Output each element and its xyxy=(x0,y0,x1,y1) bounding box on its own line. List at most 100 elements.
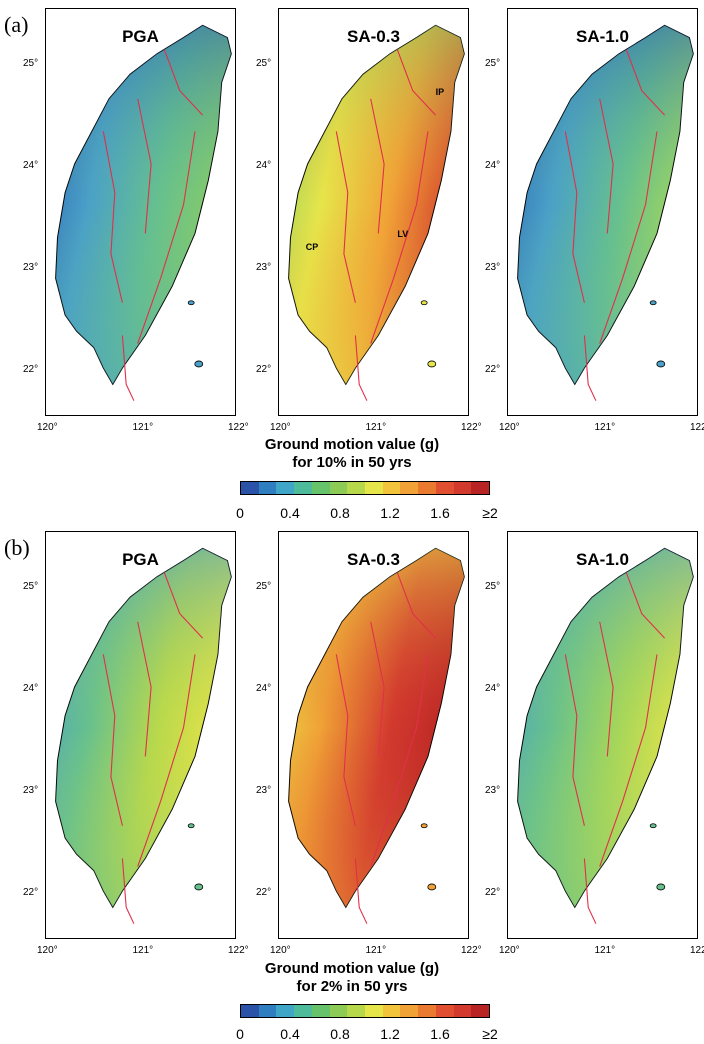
fault-line xyxy=(564,654,585,826)
map-title: SA-0.3 xyxy=(347,27,400,46)
latitude-tick: 23° xyxy=(485,262,501,273)
colorbar-tick: 0 xyxy=(236,1026,244,1042)
latitude-tick: 24° xyxy=(256,683,272,694)
fault-line xyxy=(163,572,204,639)
fault-line xyxy=(163,49,204,116)
colorbar-swatch xyxy=(382,1005,401,1017)
colorbar-swatch xyxy=(365,1005,383,1017)
longitude-tick: 120° xyxy=(270,422,291,433)
latitude-tick: 25° xyxy=(23,581,39,592)
hazard-map xyxy=(55,547,232,924)
colorbar-tick: 0 xyxy=(236,505,244,521)
colorbar xyxy=(240,481,490,495)
islet xyxy=(656,360,666,368)
fault-line xyxy=(121,858,135,924)
latitude-tick: 24° xyxy=(23,160,39,171)
colorbar-swatch xyxy=(418,482,436,494)
fault-line xyxy=(396,49,437,116)
colorbar-tick: 0.8 xyxy=(330,505,350,521)
colorbar-swatch xyxy=(241,1005,259,1017)
colorbar-swatch xyxy=(453,482,472,494)
latitude-tick: 23° xyxy=(256,785,272,796)
longitude-tick: 121° xyxy=(594,945,616,956)
colorbar xyxy=(240,1004,490,1018)
map-frame: PGA xyxy=(45,8,236,416)
hazard-map xyxy=(517,547,694,924)
fault-line xyxy=(583,335,597,401)
colorbar-swatch xyxy=(329,1005,348,1017)
colorbar-title-line2: for 2% in 50 yrs xyxy=(296,978,408,995)
fault-line xyxy=(102,131,123,303)
latitude-tick: 22° xyxy=(485,364,501,375)
latitude-tick: 22° xyxy=(256,887,272,898)
hazard-map xyxy=(288,24,465,401)
latitude-tick: 25° xyxy=(23,58,39,69)
longitude-tick: 121° xyxy=(132,945,154,956)
fault-line xyxy=(335,654,356,826)
longitude-tick: 120° xyxy=(37,945,58,956)
colorbar-swatch xyxy=(258,482,277,494)
latitude-tick: 23° xyxy=(23,785,39,796)
fault-line xyxy=(564,131,585,303)
colorbar-swatch xyxy=(347,482,366,494)
colorbar-tick: 1.2 xyxy=(380,505,400,521)
colorbar-tick: 0.4 xyxy=(280,1026,300,1042)
longitude-tick: 120° xyxy=(270,945,291,956)
longitude-tick: 120° xyxy=(499,945,520,956)
colorbar-swatch xyxy=(294,1005,312,1017)
map-title: SA-1.0 xyxy=(576,27,629,46)
longitude-tick: 122° xyxy=(228,945,249,956)
latitude-tick: 22° xyxy=(256,364,272,375)
latitude-tick: 23° xyxy=(485,785,501,796)
map-frame: SA-1.0 xyxy=(507,531,698,939)
region-annotation: CP xyxy=(305,241,319,252)
latitude-tick: 23° xyxy=(23,262,39,273)
hazard-map xyxy=(517,24,694,401)
panel-label: (b) xyxy=(4,535,30,560)
longitude-tick: 121° xyxy=(132,422,154,433)
fault-line xyxy=(625,49,666,116)
colorbar-swatch xyxy=(311,482,330,494)
map-title: PGA xyxy=(122,550,159,569)
region-annotation: LV xyxy=(397,229,409,240)
islet xyxy=(656,883,666,891)
hazard-map xyxy=(288,547,465,924)
latitude-tick: 24° xyxy=(23,683,39,694)
fault-line xyxy=(583,858,597,924)
latitude-tick: 25° xyxy=(256,58,272,69)
colorbar-swatch xyxy=(276,1005,295,1017)
longitude-tick: 121° xyxy=(365,422,387,433)
islet xyxy=(649,823,657,829)
longitude-tick: 121° xyxy=(365,945,387,956)
colorbar-swatch xyxy=(241,482,259,494)
latitude-tick: 24° xyxy=(485,683,501,694)
colorbar-swatch xyxy=(382,482,401,494)
colorbar-swatch xyxy=(276,482,295,494)
colorbar-swatch xyxy=(258,1005,277,1017)
colorbar-tick: ≥2 xyxy=(482,1026,498,1042)
colorbar-tick: 1.6 xyxy=(430,1026,450,1042)
colorbar-swatch xyxy=(435,482,454,494)
map-frame: SA-0.3 IP CP LV xyxy=(278,8,469,416)
latitude-tick: 22° xyxy=(23,364,39,375)
longitude-tick: 120° xyxy=(37,422,58,433)
colorbar-title-line1: Ground motion value (g) xyxy=(264,436,440,453)
map-frame: SA-0.3 xyxy=(278,531,469,939)
islet xyxy=(187,823,195,829)
fault-line xyxy=(354,335,368,401)
fault-line xyxy=(370,131,429,344)
fault-line xyxy=(121,335,135,401)
fault-line xyxy=(599,654,658,867)
islet xyxy=(194,360,204,368)
longitude-tick: 122° xyxy=(461,945,482,956)
islet xyxy=(420,823,428,829)
colorbar-tick: 0.8 xyxy=(330,1026,350,1042)
region-annotation: IP xyxy=(435,86,445,97)
longitude-tick: 121° xyxy=(594,422,616,433)
latitude-tick: 23° xyxy=(256,262,272,273)
colorbar-swatch xyxy=(453,1005,472,1017)
latitude-tick: 22° xyxy=(485,887,501,898)
colorbar-tick: 0.4 xyxy=(280,505,300,521)
colorbar-swatch xyxy=(471,1005,490,1017)
islet xyxy=(194,883,204,891)
